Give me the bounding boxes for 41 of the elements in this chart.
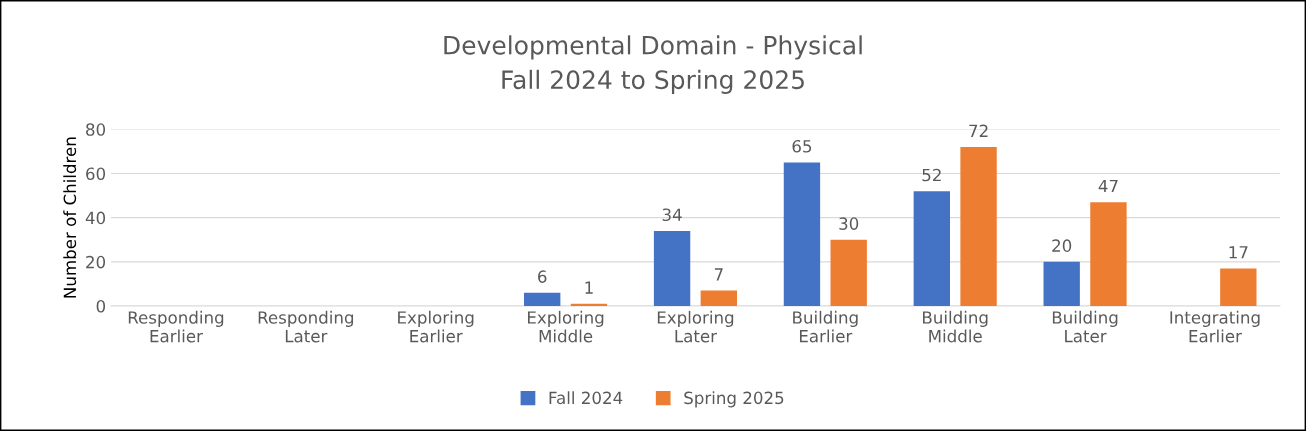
data-label: 30 bbox=[839, 217, 859, 230]
bar bbox=[653, 230, 691, 307]
x-tick-label: Exploring Middle bbox=[527, 310, 604, 343]
y-tick-label: 40 bbox=[85, 211, 106, 225]
y-tick-label: 0 bbox=[96, 299, 106, 313]
bar bbox=[913, 191, 950, 307]
bar bbox=[570, 303, 608, 307]
data-label: 1 bbox=[585, 281, 593, 294]
data-label: 7 bbox=[714, 268, 723, 281]
data-label: 72 bbox=[969, 124, 988, 137]
legend-label: Fall 2024 bbox=[549, 391, 623, 405]
bar bbox=[524, 292, 561, 307]
data-label: 65 bbox=[792, 139, 812, 153]
data-label: 20 bbox=[1052, 239, 1072, 252]
chart-title: Developmental Domain - Physical bbox=[444, 35, 862, 60]
data-label: 6 bbox=[538, 270, 547, 283]
bar bbox=[700, 290, 737, 307]
legend-label: Spring 2025 bbox=[684, 391, 784, 408]
bar bbox=[1220, 268, 1257, 307]
x-tick-label: Building Later bbox=[1052, 310, 1118, 343]
y-tick-label: 80 bbox=[86, 123, 106, 136]
x-tick-label: Integrating Earlier bbox=[1170, 310, 1260, 343]
x-tick-label: Building Earlier bbox=[793, 310, 858, 343]
x-tick-label: Responding Later bbox=[258, 310, 354, 343]
bar bbox=[830, 239, 867, 307]
x-tick-label: Exploring Later bbox=[657, 310, 734, 343]
bar bbox=[1043, 261, 1080, 307]
data-label: 34 bbox=[662, 208, 682, 222]
chart-subtitle: Fall 2024 to Spring 2025 bbox=[502, 69, 804, 94]
y-axis-title: Number of Children bbox=[63, 137, 77, 298]
y-tick-label: 60 bbox=[86, 167, 106, 181]
bar bbox=[960, 146, 997, 307]
x-tick-label: Responding Earlier bbox=[128, 310, 224, 343]
x-tick-label: Building Middle bbox=[923, 310, 988, 343]
x-tick-label: Exploring Earlier bbox=[398, 310, 474, 343]
y-tick-label: 20 bbox=[86, 255, 106, 269]
data-label: 47 bbox=[1098, 179, 1118, 193]
bar bbox=[783, 162, 821, 307]
bar bbox=[1090, 202, 1127, 307]
data-label: 52 bbox=[922, 168, 941, 182]
data-label: 17 bbox=[1229, 246, 1248, 259]
